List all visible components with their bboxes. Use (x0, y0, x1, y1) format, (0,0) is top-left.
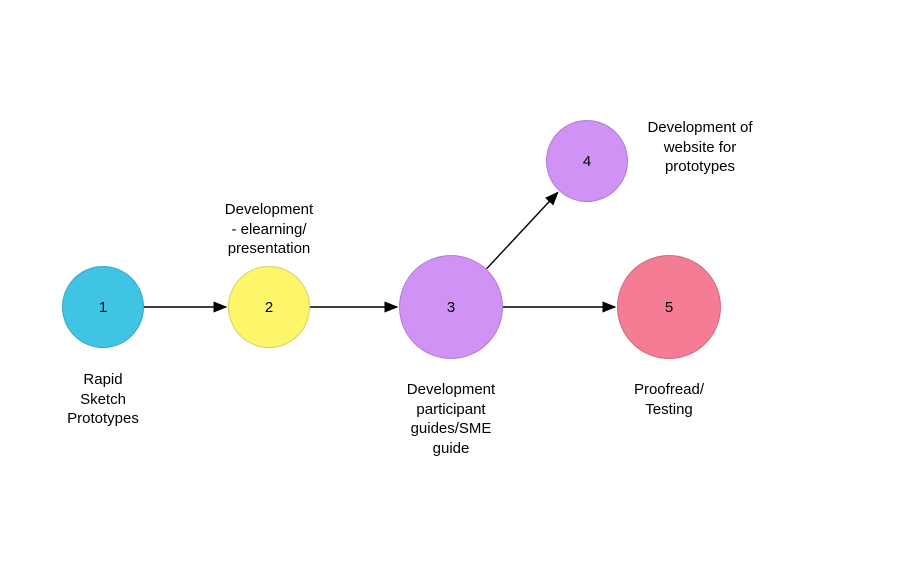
caption-4: Development ofwebsite forprototypes (625, 118, 775, 177)
caption-line: Testing (609, 400, 729, 420)
caption-1: RapidSketchPrototypes (48, 370, 158, 429)
node-2: 2 (228, 266, 310, 348)
node-label-3: 3 (447, 299, 455, 316)
node-label-4: 4 (583, 153, 591, 170)
edge-3-4 (486, 192, 557, 268)
caption-2: Development- elearning/presentation (204, 200, 334, 259)
node-1: 1 (62, 266, 144, 348)
node-3: 3 (399, 255, 503, 359)
caption-line: website for (625, 138, 775, 158)
node-4: 4 (546, 120, 628, 202)
caption-line: Development of (625, 118, 775, 138)
node-label-1: 1 (99, 299, 107, 316)
caption-3: Developmentparticipantguides/SMEguide (386, 380, 516, 458)
caption-line: Prototypes (48, 409, 158, 429)
caption-line: prototypes (625, 157, 775, 177)
node-label-5: 5 (665, 299, 673, 316)
caption-line: guides/SME (386, 419, 516, 439)
node-label-2: 2 (265, 299, 273, 316)
caption-5: Proofread/Testing (609, 380, 729, 419)
flowchart-diagram: 12345 RapidSketchPrototypesDevelopment- … (0, 0, 904, 566)
caption-line: Development (386, 380, 516, 400)
caption-line: Development (204, 200, 334, 220)
node-5: 5 (617, 255, 721, 359)
caption-line: Sketch (48, 390, 158, 410)
caption-line: Proofread/ (609, 380, 729, 400)
caption-line: guide (386, 439, 516, 459)
caption-line: Rapid (48, 370, 158, 390)
caption-line: participant (386, 400, 516, 420)
caption-line: - elearning/ (204, 220, 334, 240)
caption-line: presentation (204, 239, 334, 259)
